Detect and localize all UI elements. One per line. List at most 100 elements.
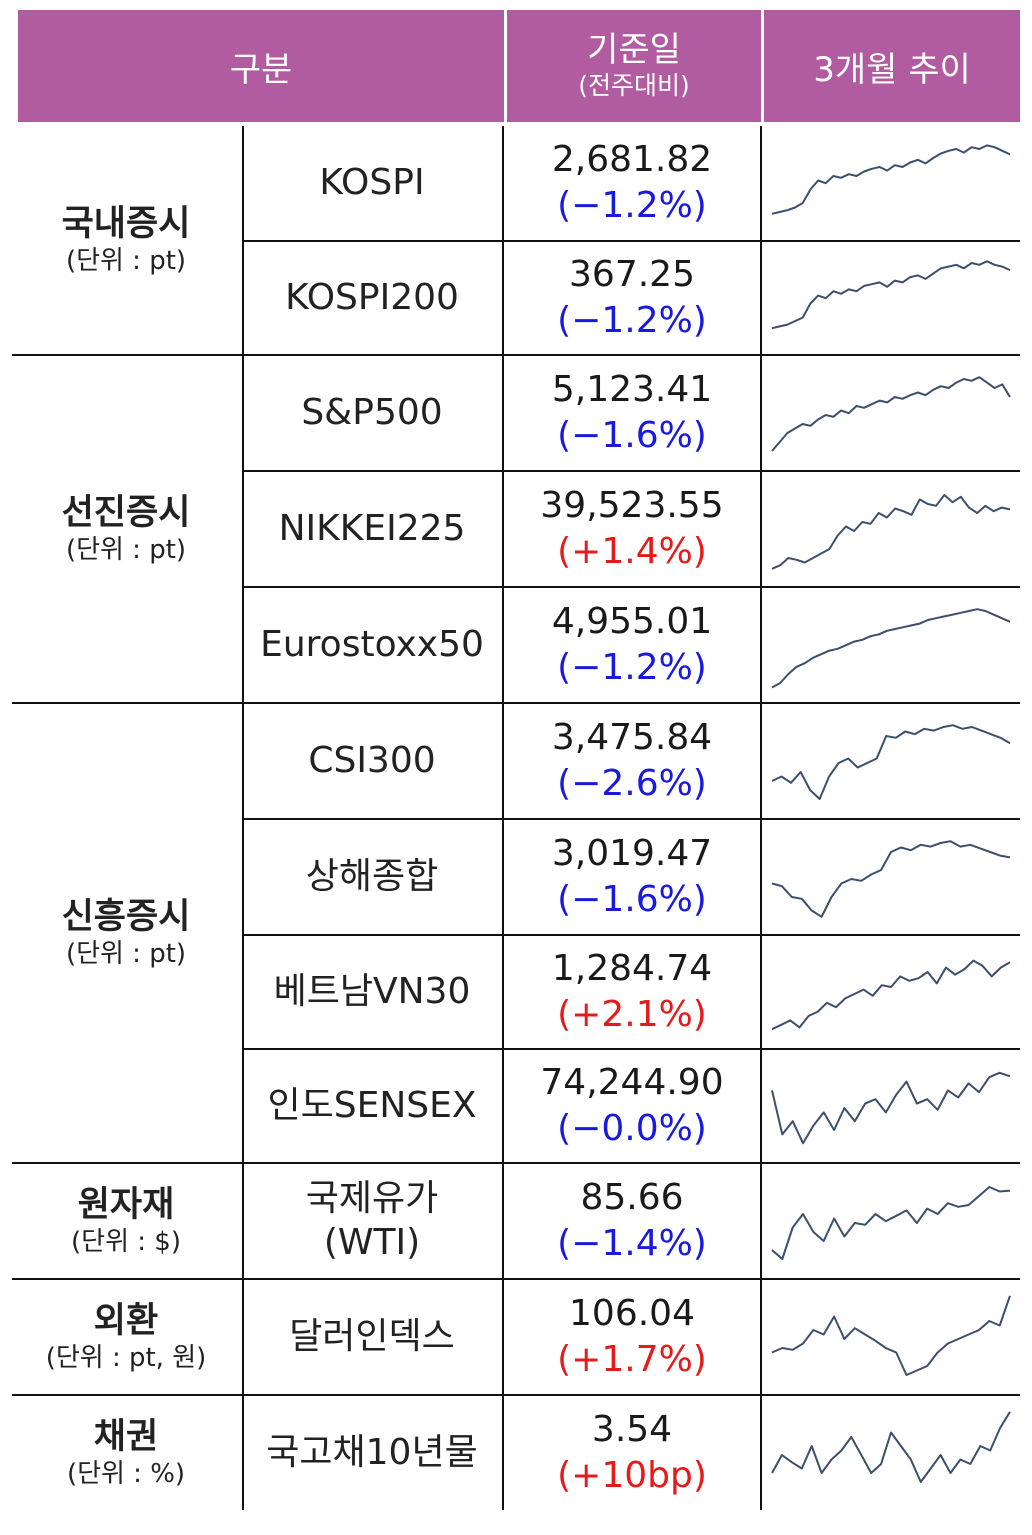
grid-line <box>242 240 1020 242</box>
sparkline-path <box>771 724 1011 800</box>
row-name-eurostoxx50: Eurostoxx50 <box>242 588 502 702</box>
sparkline-nikkei225 <box>771 494 1011 570</box>
index-value: 74,244.90 <box>540 1062 724 1103</box>
sparkline-path <box>771 1411 1011 1483</box>
index-value: 1,284.74 <box>551 948 713 989</box>
row-value-shanghai: 3,019.47 (−1.6%) <box>504 820 760 934</box>
row-value-nikkei225: 39,523.55 (+1.4%) <box>504 472 760 586</box>
index-value: 85.66 <box>580 1177 684 1218</box>
category-name: 신흥증시 <box>61 897 191 937</box>
index-name: KOSPI200 <box>285 277 459 318</box>
index-change: (−1.4%) <box>557 1223 707 1264</box>
sparkline-path <box>771 376 1011 452</box>
grid-line <box>242 934 1020 936</box>
row-name-wti: 국제유가 (WTI) <box>242 1164 502 1278</box>
sparkline-path <box>771 144 1011 215</box>
sparkline-path <box>771 608 1011 689</box>
index-change: (+10bp) <box>557 1455 707 1496</box>
index-name-sub: (WTI) <box>323 1222 421 1263</box>
category-emerging: 신흥증시 (단위 : pt) <box>12 704 240 1162</box>
sparkline-path <box>771 1071 1011 1145</box>
sparkline-wti <box>771 1186 1011 1260</box>
row-name-ktb10y: 국고채10년물 <box>242 1396 502 1510</box>
index-name: 인도SENSEX <box>267 1085 477 1126</box>
sparkline-csi300 <box>771 724 1011 800</box>
category-name: 선진증시 <box>61 493 191 533</box>
grid-line <box>12 354 1020 356</box>
row-value-csi300: 3,475.84 (−2.6%) <box>504 704 760 818</box>
grid-line <box>12 1278 1020 1280</box>
row-value-kospi: 2,681.82 (−1.2%) <box>504 126 760 240</box>
sparkline-path <box>771 494 1011 570</box>
row-value-wti: 85.66 (−1.4%) <box>504 1164 760 1278</box>
sparkline-dxy <box>771 1295 1011 1376</box>
category-developed: 선진증시 (단위 : pt) <box>12 356 240 702</box>
row-value-sp500: 5,123.41 (−1.6%) <box>504 356 760 470</box>
index-name: KOSPI <box>319 162 425 203</box>
category-name: 국내증시 <box>61 204 191 244</box>
row-value-sensex: 74,244.90 (−0.0%) <box>504 1050 760 1162</box>
grid-line <box>12 702 1020 704</box>
header-category-label: 구분 <box>229 49 293 90</box>
row-name-sensex: 인도SENSEX <box>242 1050 502 1162</box>
index-value: 106.04 <box>569 1293 695 1334</box>
sparkline-vn30 <box>771 959 1011 1031</box>
category-unit: (단위 : pt) <box>65 535 187 565</box>
category-name: 채권 <box>93 1417 159 1457</box>
sparkline-path <box>771 1186 1011 1260</box>
category-fx: 외환 (단위 : pt, 원) <box>12 1280 240 1394</box>
index-change: (−1.6%) <box>557 415 707 456</box>
row-value-vn30: 1,284.74 (+2.1%) <box>504 936 760 1048</box>
row-name-kospi: KOSPI <box>242 126 502 240</box>
index-value: 5,123.41 <box>551 369 713 410</box>
index-name: 상해종합 <box>305 856 439 897</box>
index-change: (−1.6%) <box>557 879 707 920</box>
header-trend-label: 3개월 추이 <box>813 49 971 90</box>
header-weekly-change-label: (전주대비) <box>578 71 690 100</box>
category-bond: 채권 (단위 : %) <box>12 1396 240 1510</box>
row-name-dxy: 달러인덱스 <box>242 1280 502 1394</box>
index-value: 3,019.47 <box>551 833 713 874</box>
grid-line <box>12 1394 1020 1396</box>
row-name-vn30: 베트남VN30 <box>242 936 502 1048</box>
index-name: Eurostoxx50 <box>260 624 484 665</box>
index-name: 국고채10년물 <box>266 1432 478 1473</box>
index-change: (+2.1%) <box>557 994 707 1035</box>
row-value-eurostoxx50: 4,955.01 (−1.2%) <box>504 588 760 702</box>
category-unit: (단위 : %) <box>66 1459 186 1489</box>
sparkline-sensex <box>771 1071 1011 1145</box>
category-unit: (단위 : pt) <box>65 939 187 969</box>
index-change: (+1.7%) <box>557 1339 707 1380</box>
sparkline-ktb10y <box>771 1411 1011 1483</box>
row-name-sp500: S&P500 <box>242 356 502 470</box>
sparkline-kospi <box>771 144 1011 215</box>
index-value: 4,955.01 <box>551 601 713 642</box>
row-value-dxy: 106.04 (+1.7%) <box>504 1280 760 1394</box>
header-category: 구분 <box>18 10 504 122</box>
index-value: 3,475.84 <box>551 717 713 758</box>
sparkline-path <box>771 959 1011 1031</box>
row-value-kospi200: 367.25 (−1.2%) <box>504 242 760 354</box>
index-value: 3.54 <box>591 1409 673 1450</box>
row-name-shanghai: 상해종합 <box>242 820 502 934</box>
category-unit: (단위 : $) <box>71 1227 181 1257</box>
sparkline-shanghai <box>771 840 1011 918</box>
index-change: (−0.0%) <box>557 1108 707 1149</box>
sparkline-sp500 <box>771 376 1011 452</box>
category-commodity: 원자재 (단위 : $) <box>12 1164 240 1278</box>
sparkline-path <box>771 840 1011 918</box>
sparkline-eurostoxx50 <box>771 608 1011 689</box>
category-domestic: 국내증시 (단위 : pt) <box>12 126 240 354</box>
index-change: (−2.6%) <box>557 763 707 804</box>
row-value-ktb10y: 3.54 (+10bp) <box>504 1396 760 1510</box>
index-name: NIKKEI225 <box>278 508 466 549</box>
category-name: 원자재 <box>77 1185 175 1225</box>
index-value: 39,523.55 <box>540 485 724 526</box>
sparkline-path <box>771 1295 1011 1376</box>
header-trend: 3개월 추이 <box>764 10 1020 122</box>
index-name: S&P500 <box>301 392 443 433</box>
category-unit: (단위 : pt, 원) <box>45 1343 207 1373</box>
index-name: 국제유가 <box>305 1178 439 1219</box>
grid-line <box>242 470 1020 472</box>
index-value: 367.25 <box>569 254 695 295</box>
